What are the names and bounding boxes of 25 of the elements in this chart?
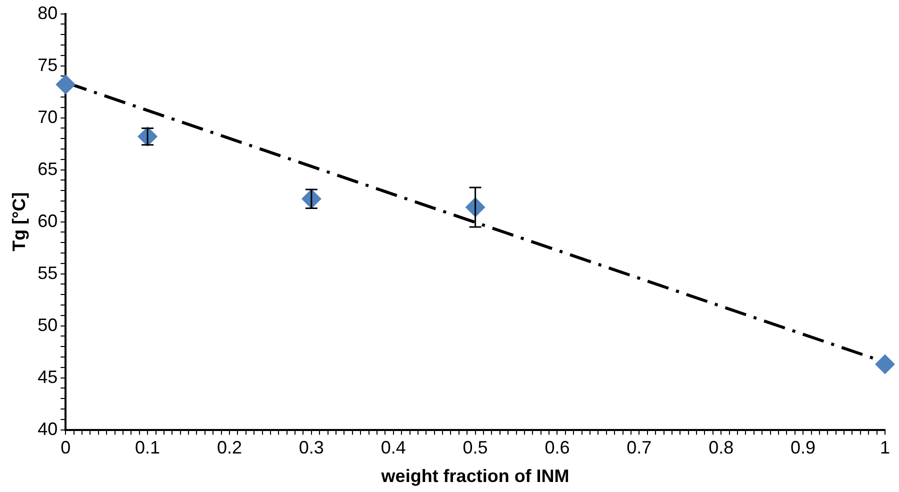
y-tick-label: 65 (38, 158, 58, 179)
y-tick-label: 40 (38, 418, 58, 439)
x-tick-label: 0.2 (216, 438, 242, 458)
y-tick-label: 75 (38, 54, 58, 75)
y-tick-label: 70 (38, 106, 58, 127)
y-tick-label: 80 (38, 2, 58, 23)
y-axis-title: Tg [°C] (8, 192, 29, 252)
x-tick-label: 0.1 (135, 438, 160, 458)
x-tick-label: 0.8 (708, 438, 734, 458)
x-axis-title: weight fraction of INM (380, 466, 570, 486)
y-tick-label: 55 (38, 262, 58, 283)
x-tick-label: 1 (880, 438, 890, 458)
y-tick-label: 50 (38, 314, 58, 335)
x-tick-label: 0.3 (298, 438, 324, 458)
y-tick-label: 45 (38, 366, 58, 387)
x-tick-label: 0.4 (380, 438, 406, 458)
x-tick-label: 0.9 (790, 438, 816, 458)
x-tick-label: 0.6 (544, 438, 570, 458)
point (875, 354, 895, 374)
y-tick-label: 60 (38, 210, 58, 231)
x-tick-label: 0 (60, 438, 71, 458)
x-tick-label: 0.5 (462, 438, 488, 458)
point (56, 74, 76, 95)
x-tick-label: 0.7 (626, 438, 652, 458)
point (138, 126, 158, 147)
